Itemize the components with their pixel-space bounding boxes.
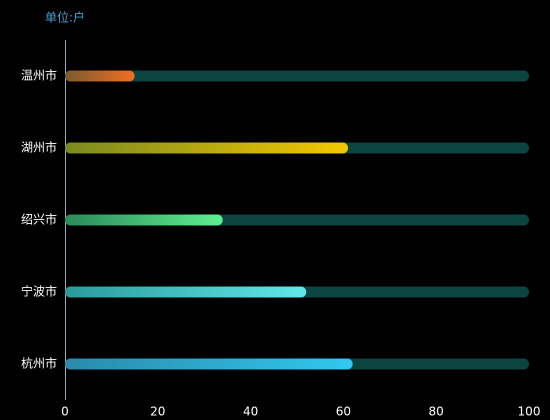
y-tick-label: 湖州市 <box>21 140 57 155</box>
x-tick-label: 60 <box>336 405 351 419</box>
bar <box>65 286 307 298</box>
unit-label: 单位:户 <box>45 10 85 25</box>
bar <box>65 214 223 226</box>
x-tick-label: 20 <box>150 405 165 419</box>
x-tick-label: 80 <box>429 405 444 419</box>
y-tick-label: 宁波市 <box>21 284 57 299</box>
bar <box>65 142 349 154</box>
bar-track <box>65 70 529 82</box>
y-tick-label: 绍兴市 <box>21 212 57 227</box>
y-tick-label: 温州市 <box>21 68 57 83</box>
x-tick-label: 40 <box>243 405 258 419</box>
x-tick-label: 0 <box>61 405 69 419</box>
y-tick-label: 杭州市 <box>21 356 57 371</box>
bar <box>65 358 353 370</box>
x-tick-label: 100 <box>518 405 541 419</box>
bar <box>65 70 135 82</box>
